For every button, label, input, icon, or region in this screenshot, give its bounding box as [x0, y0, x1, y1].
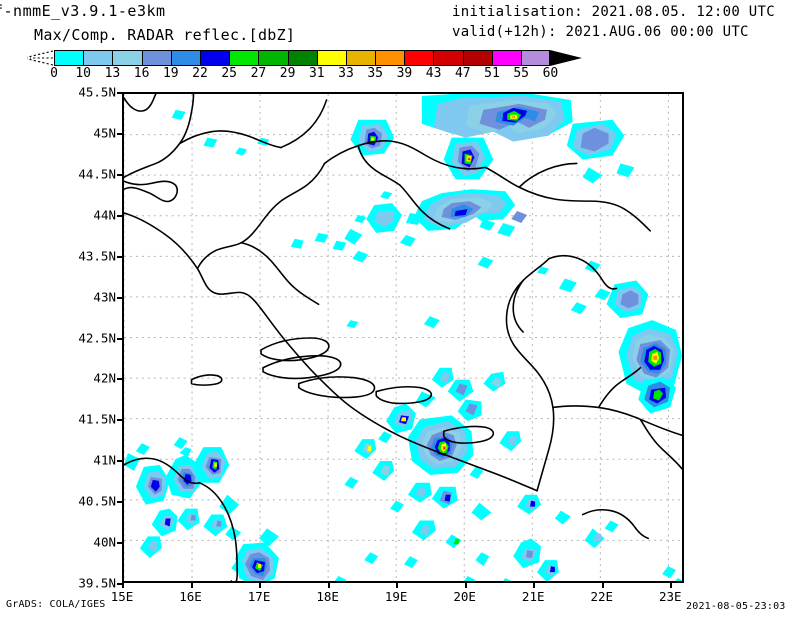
x-axis-tick-mark [601, 583, 604, 588]
colorbar-tick-label: 47 [454, 66, 471, 81]
x-axis-tick-mark [190, 583, 193, 588]
x-axis-tick-mark [327, 583, 330, 588]
colorbar-tick-label: 43 [425, 66, 442, 81]
grads-credit: GrADS: COLA/IGES [6, 599, 106, 610]
colorbar-tick-labels: 0 10 13 16 19 22 25 27 29 31 33 35 39 43 47 51 55 60 [50, 66, 558, 81]
x-axis-tick-mark [259, 583, 262, 588]
x-axis-tick-label: 20E [453, 589, 476, 604]
echo-cluster-ne [350, 94, 635, 184]
coastline-and-border-layer [124, 94, 682, 581]
x-axis-tick-label: 18E [316, 589, 339, 604]
colorbar-tick-label: 39 [396, 66, 413, 81]
hatched-left-arrow-icon [26, 50, 54, 66]
colorbar-tick-label: 55 [513, 66, 530, 81]
colorbar-swatch [404, 50, 434, 66]
echo-south [225, 526, 279, 581]
x-axis-tick-label: 19E [384, 589, 408, 604]
x-axis-tick-mark [396, 583, 399, 588]
colorbar-tick-label: 10 [75, 66, 92, 81]
x-axis-tick-label: 17E [247, 589, 271, 604]
colorbar-swatch [199, 50, 230, 66]
echo-east-42n [606, 280, 682, 414]
y-axis-tick-label: 43N [93, 289, 116, 305]
colorbar-swatch [54, 50, 84, 66]
y-axis-tick-label: 45N [93, 125, 116, 141]
x-axis-tick-mark [464, 583, 467, 588]
colorbar-tick-label: 60 [542, 66, 559, 81]
y-axis-tick-label: 42.5N [78, 330, 116, 345]
colorbar-swatch [462, 50, 492, 66]
radar-map-plot[interactable] [122, 92, 684, 583]
colorbar: 0 10 13 16 19 22 25 27 29 31 33 35 39 43 47 51 55 60 [26, 48, 583, 81]
y-axis-tick-label: 39.5N [78, 575, 116, 591]
colorbar-tick-label: 13 [104, 66, 121, 81]
x-axis-tick-label: 21E [521, 589, 545, 604]
colorbar-tick-label: 51 [484, 66, 500, 81]
colorbar-swatch [83, 50, 113, 66]
y-axis-tick-label: 41.5N [78, 411, 116, 427]
colorbar-tick-label: 0 [50, 66, 58, 81]
colorbar-tick-label: 27 [250, 66, 267, 81]
echo-bottom-centre [334, 520, 682, 581]
colorbar-swatch [229, 50, 259, 66]
colorbar-tick-label: 33 [338, 66, 354, 81]
model-title: f-nmmE_v3.9.1-e3km [0, 2, 166, 20]
colorbar-swatch [491, 50, 521, 66]
x-axis-tick-label: 16E [179, 589, 202, 604]
colorbar-swatch [375, 50, 405, 66]
x-axis-tick-mark [533, 583, 536, 588]
x-axis-tick-mark [670, 583, 673, 588]
colorbar-swatch [112, 50, 142, 66]
y-axis-tick-label: 41N [93, 452, 116, 468]
colorbar-tick-label: 19 [162, 66, 179, 81]
colorbar-swatch [316, 50, 346, 66]
colorbar-tick-label: 16 [133, 66, 150, 81]
colorbar-swatch [521, 50, 551, 66]
echo-band-central-north [290, 189, 528, 263]
colorbar-swatch [433, 50, 463, 66]
y-axis-tick-label: 44N [93, 207, 116, 223]
y-axis-tick-label: 40.5N [78, 493, 116, 509]
x-axis-tick-label: 15E [110, 589, 134, 604]
colorbar-tick-label: 29 [279, 66, 296, 81]
x-axis-tick-label: 22E [590, 589, 614, 604]
colorbar-swatch [170, 50, 200, 66]
colorbar-title: Max/Comp. RADAR reflec.[dbZ] [34, 26, 296, 44]
y-axis-tick-label: 45.5N [78, 84, 116, 100]
echo-main-storm [344, 367, 571, 549]
echo-southwest [124, 437, 240, 559]
solid-right-arrow-icon [550, 50, 583, 66]
colorbar-tick-label: 22 [192, 66, 208, 81]
initialisation-time: initialisation: 2021.08.05. 12:00 UTC [452, 4, 775, 20]
x-axis-tick-label: 23E [658, 589, 682, 604]
y-axis-tick-label: 44.5N [78, 166, 116, 182]
colorbar-swatch [141, 50, 171, 66]
valid-time: valid(+12h): 2021.AUG.06 00:00 UTC [452, 24, 749, 40]
colorbar-swatch [258, 50, 288, 66]
colorbar-tick-label: 35 [367, 66, 384, 81]
y-axis-tick-label: 43.5N [78, 248, 116, 264]
y-axis-tick-label: 40N [93, 534, 116, 550]
y-axis-tick-label: 42N [93, 370, 116, 386]
colorbar-swatch [287, 50, 317, 66]
colorbar-tick-label: 31 [308, 66, 325, 81]
x-axis-tick-mark [122, 583, 124, 588]
echo-scattered-mid [346, 256, 611, 329]
y-axis-tick-mark [117, 583, 122, 585]
colorbar-swatch [345, 50, 376, 66]
render-timestamp: 2021-08-05-23:03 [686, 601, 786, 612]
colorbar-swatches [54, 50, 551, 66]
map-gridlines [124, 94, 682, 581]
radar-echo-layer [124, 94, 682, 581]
colorbar-tick-label: 25 [221, 66, 238, 81]
echo-scattered-north [171, 109, 269, 156]
